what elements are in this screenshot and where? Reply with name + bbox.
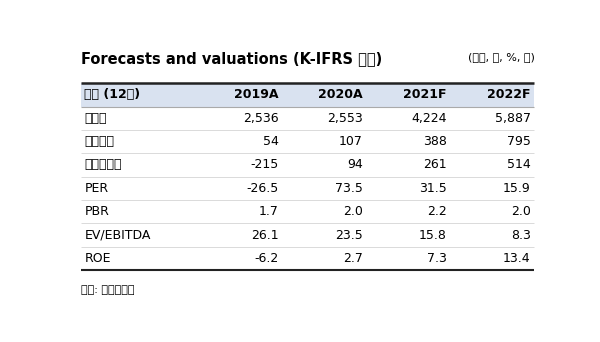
Text: PER: PER <box>84 182 109 195</box>
Text: 자료: 유안타증권: 자료: 유안타증권 <box>80 285 134 295</box>
Text: 2019A: 2019A <box>235 88 279 101</box>
Text: 1.7: 1.7 <box>259 205 279 218</box>
Text: 73.5: 73.5 <box>335 182 363 195</box>
Bar <box>80 83 535 107</box>
Text: 15.9: 15.9 <box>503 182 531 195</box>
Text: ROE: ROE <box>84 252 111 265</box>
Text: 2021F: 2021F <box>403 88 447 101</box>
Text: 31.5: 31.5 <box>419 182 447 195</box>
Text: 795: 795 <box>507 135 531 148</box>
Text: PBR: PBR <box>84 205 109 218</box>
Text: 26.1: 26.1 <box>251 228 279 241</box>
Text: 107: 107 <box>339 135 363 148</box>
Text: -26.5: -26.5 <box>247 182 279 195</box>
Text: 매출액: 매출액 <box>84 112 107 125</box>
Text: 388: 388 <box>423 135 447 148</box>
Text: 261: 261 <box>423 158 447 171</box>
Text: 2022F: 2022F <box>487 88 531 101</box>
Text: 514: 514 <box>507 158 531 171</box>
Text: 2.0: 2.0 <box>343 205 363 218</box>
Text: 2.7: 2.7 <box>343 252 363 265</box>
Text: -215: -215 <box>251 158 279 171</box>
Text: 7.3: 7.3 <box>427 252 447 265</box>
Text: 15.8: 15.8 <box>419 228 447 241</box>
Text: 결산 (12월): 결산 (12월) <box>84 88 140 101</box>
Text: 94: 94 <box>347 158 363 171</box>
Text: (억원, 원, %, 배): (억원, 원, %, 배) <box>467 52 535 62</box>
Text: 2.0: 2.0 <box>511 205 531 218</box>
Text: 2.2: 2.2 <box>427 205 447 218</box>
Text: 23.5: 23.5 <box>335 228 363 241</box>
Text: 지배순이익: 지배순이익 <box>84 158 122 171</box>
Text: 영업이익: 영업이익 <box>84 135 114 148</box>
Text: -6.2: -6.2 <box>254 252 279 265</box>
Text: 2020A: 2020A <box>318 88 363 101</box>
Text: 13.4: 13.4 <box>503 252 531 265</box>
Text: 4,224: 4,224 <box>411 112 447 125</box>
Text: Forecasts and valuations (K-IFRS 연결): Forecasts and valuations (K-IFRS 연결) <box>80 52 382 67</box>
Text: 5,887: 5,887 <box>495 112 531 125</box>
Text: 54: 54 <box>263 135 279 148</box>
Text: EV/EBITDA: EV/EBITDA <box>84 228 151 241</box>
Text: 2,536: 2,536 <box>243 112 279 125</box>
Text: 8.3: 8.3 <box>511 228 531 241</box>
Text: 2,553: 2,553 <box>327 112 363 125</box>
